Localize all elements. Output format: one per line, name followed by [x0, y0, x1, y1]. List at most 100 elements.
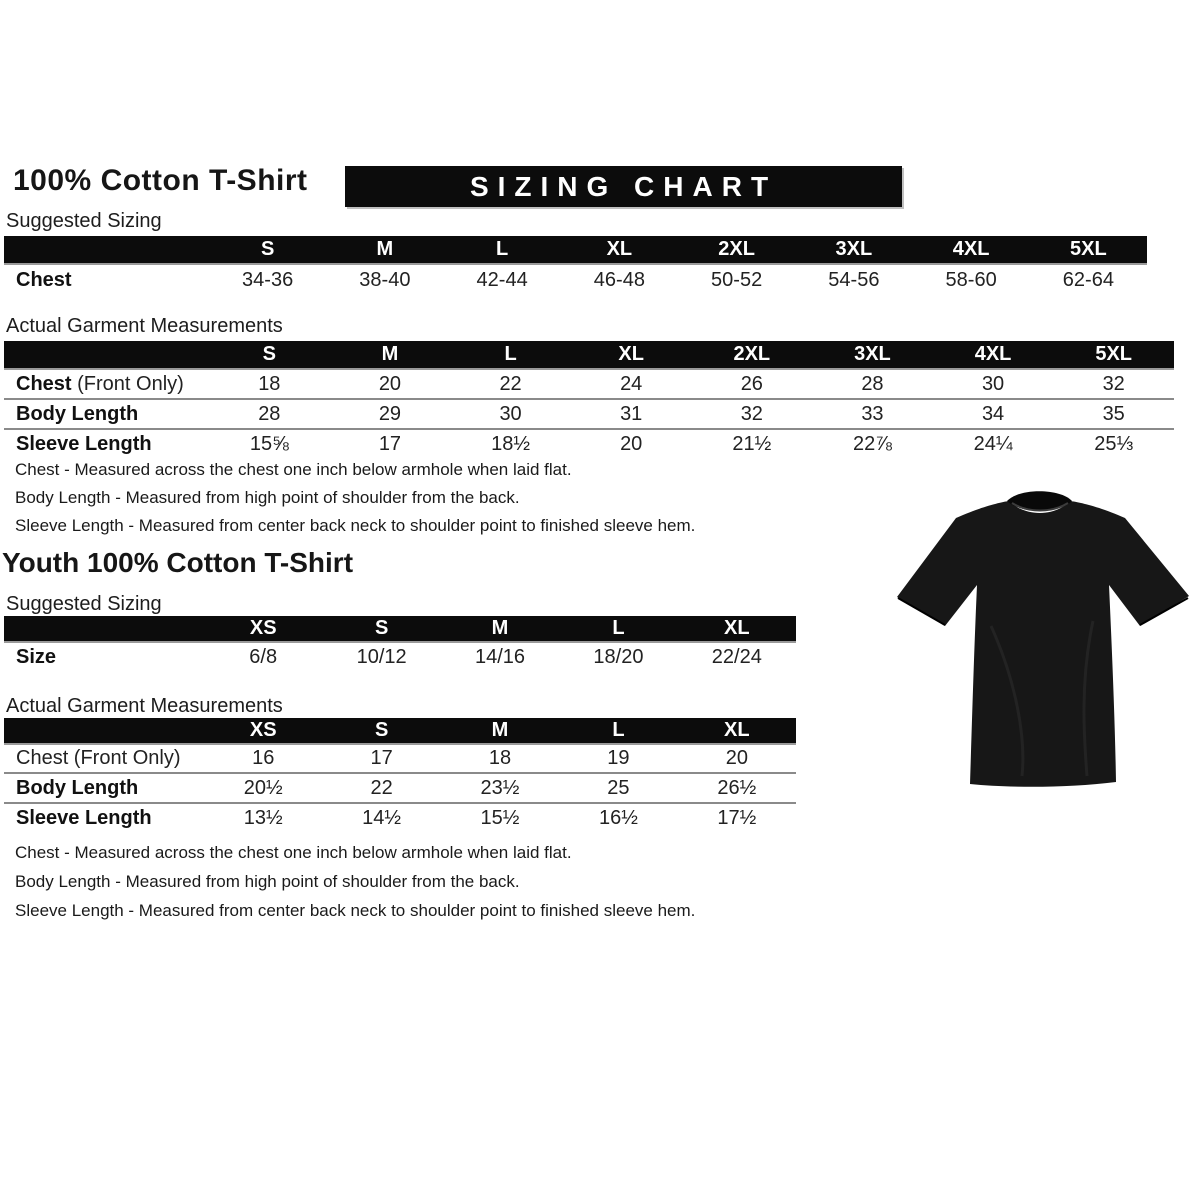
table-row: Chest (Front Only) 16 17 18 19 20	[4, 745, 796, 772]
size-column-header: M	[381, 343, 399, 365]
adult-suggested-sizing-table: S M L XL 2XL 3XL 4XL 5XL Chest 34-36 38-…	[4, 236, 1147, 295]
size-column-header: L	[612, 617, 625, 639]
size-column-header: 3XL	[835, 238, 873, 260]
size-column-header: S	[262, 343, 276, 365]
measurement-cell: 24	[620, 372, 643, 395]
size-column-header: M	[376, 238, 394, 260]
measurement-note: Sleeve Length - Measured from center bac…	[15, 901, 696, 920]
row-label: Chest	[16, 268, 72, 291]
table-row: Chest (Front Only) 18 20 22 24 26 28 30 …	[4, 370, 1174, 398]
measurement-note: Body Length - Measured from high point o…	[15, 872, 520, 891]
measurement-note: Chest - Measured across the chest one in…	[15, 843, 572, 862]
black-tshirt-image	[888, 476, 1200, 811]
measurement-cell: 32	[740, 402, 763, 425]
table-header-row: XS S M L XL	[4, 616, 796, 643]
measurement-cell: 28	[861, 372, 884, 395]
measurement-cell: 10/12	[356, 646, 407, 668]
measurement-cell: 46-48	[593, 268, 645, 291]
measurement-cell: 19	[607, 747, 630, 769]
size-column-header: S	[374, 719, 389, 741]
row-label: Chest (Front Only)	[4, 373, 209, 396]
size-column-header: M	[491, 719, 509, 741]
tshirt-graphic	[897, 491, 1189, 787]
measurement-note: Sleeve Length - Measured from center bac…	[15, 516, 696, 535]
measurement-cell: 58-60	[945, 268, 997, 291]
size-column-header: 3XL	[854, 343, 891, 365]
measurement-cell: 17	[370, 747, 393, 769]
measurement-cell: 22⅞	[852, 432, 892, 455]
measurement-note: Chest - Measured across the chest one in…	[15, 460, 572, 479]
youth-suggested-sizing-table: XS S M L XL Size 6/8 10/12 14/16 18/20 2…	[4, 616, 796, 672]
adult-actual-measurements-table: S M L XL 2XL 3XL 4XL 5XL Chest (Front On…	[4, 341, 1174, 458]
measurement-cell: 15½	[480, 806, 520, 829]
row-label: Sleeve Length	[16, 432, 152, 455]
size-column-header: M	[491, 617, 509, 639]
adult-actual-measurements-label: Actual Garment Measurements	[6, 315, 283, 337]
table-row: Body Length 28 29 30 31 32 33 34 35	[4, 398, 1174, 428]
measurement-cell: 34	[981, 402, 1005, 425]
row-label-main: Chest	[16, 372, 72, 395]
measurement-cell: 18	[258, 372, 281, 395]
measurement-cell: 42-44	[476, 268, 528, 291]
size-column-header: S	[374, 617, 389, 639]
measurement-cell: 25	[607, 776, 630, 799]
measurement-cell: 31	[620, 402, 643, 425]
size-column-header: XL	[618, 343, 644, 365]
measurement-cell: 28	[258, 402, 281, 425]
adult-suggested-sizing-label: Suggested Sizing	[6, 210, 162, 232]
size-column-header: 2XL	[733, 343, 771, 365]
youth-section-title: Youth 100% Cotton T-Shirt	[2, 547, 354, 578]
size-column-header: 4XL	[974, 343, 1012, 365]
measurement-cell: 50-52	[711, 268, 763, 291]
youth-measurement-notes: Chest - Measured across the chest one in…	[15, 843, 695, 930]
page-title: 100% Cotton T-Shirt	[13, 164, 308, 197]
measurement-cell: 18/20	[593, 646, 644, 668]
table-row: Chest 34-36 38-40 42-44 46-48 50-52 54-5…	[4, 265, 1147, 295]
youth-actual-measurements-table: XS S M L XL Chest (Front Only) 16 17 18 …	[4, 718, 796, 832]
youth-actual-measurements-label: Actual Garment Measurements	[6, 695, 283, 717]
table-header-row: XS S M L XL	[4, 718, 796, 745]
size-column-header: L	[504, 343, 517, 365]
measurement-cell: 32	[1102, 372, 1125, 395]
size-column-header: XL	[724, 719, 750, 741]
table-header-row: S M L XL 2XL 3XL 4XL 5XL	[4, 341, 1174, 370]
sizing-chart-banner: SIZING CHART	[345, 166, 902, 207]
size-column-header: L	[612, 719, 625, 741]
measurement-cell: 24¼	[973, 432, 1013, 455]
row-label-suffix: (Front Only)	[71, 372, 184, 395]
row-label: Chest (Front Only)	[16, 747, 181, 769]
measurement-cell: 21½	[732, 432, 772, 455]
size-column-header: L	[496, 238, 509, 260]
measurement-cell: 23½	[480, 776, 520, 799]
row-label: Body Length	[16, 402, 139, 425]
table-row: Size 6/8 10/12 14/16 18/20 22/24	[4, 643, 796, 672]
measurement-cell: 17	[378, 432, 402, 455]
measurement-cell: 26½	[717, 776, 757, 799]
youth-suggested-sizing-label: Suggested Sizing	[6, 593, 162, 615]
measurement-cell: 14½	[362, 806, 402, 829]
size-column-header: 2XL	[718, 238, 755, 260]
measurement-cell: 22/24	[711, 646, 762, 668]
measurement-cell: 25⅓	[1094, 432, 1134, 455]
row-label: Body Length	[16, 776, 139, 799]
measurement-cell: 30	[981, 372, 1005, 395]
measurement-cell: 30	[499, 402, 522, 425]
measurement-cell: 6/8	[249, 646, 278, 668]
measurement-cell: 16½	[598, 806, 638, 829]
measurement-cell: 26	[740, 372, 763, 395]
measurement-cell: 54-56	[828, 268, 880, 291]
row-label: Sleeve Length	[16, 806, 152, 829]
measurement-cell: 15⅝	[249, 432, 289, 455]
measurement-cell: 18½	[491, 432, 531, 455]
measurement-cell: 22	[370, 776, 393, 799]
measurement-cell: 33	[861, 402, 884, 425]
size-column-header: 5XL	[1070, 238, 1107, 260]
table-row: Sleeve Length 15⅝ 17 18½ 20 21½ 22⅞ 24¼ …	[4, 428, 1174, 458]
size-column-header: XL	[606, 238, 633, 260]
banner-text: SIZING CHART	[469, 170, 778, 202]
measurement-cell: 29	[378, 402, 402, 425]
row-label: Size	[16, 646, 57, 668]
size-column-header: 5XL	[1095, 343, 1133, 365]
measurement-cell: 17½	[717, 806, 757, 829]
